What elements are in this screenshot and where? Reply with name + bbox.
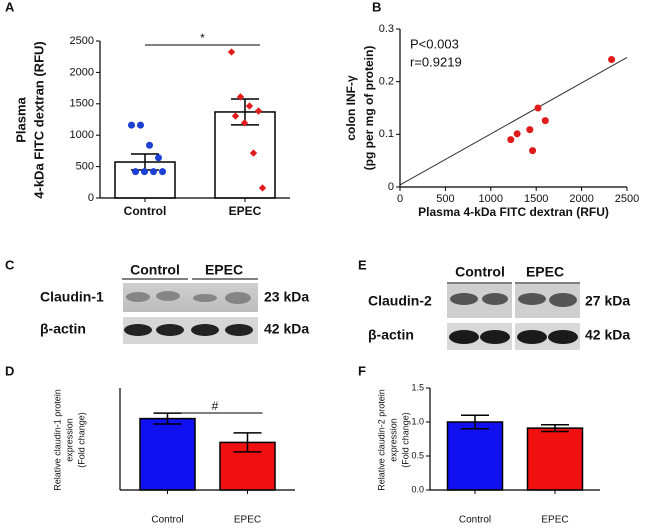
data-point bbox=[141, 168, 148, 176]
y-tick-label: 0.2 bbox=[379, 76, 394, 88]
x-tick-label: Control bbox=[151, 515, 183, 526]
x-tick-label: EPEC bbox=[229, 204, 262, 218]
x-tick-label: 1500 bbox=[524, 193, 548, 205]
data-point bbox=[231, 112, 240, 120]
x-tick-label: EPEC bbox=[234, 515, 261, 526]
data-point bbox=[146, 141, 153, 149]
y-axis-label: Plasma bbox=[13, 96, 28, 142]
y-axis-label: Relative claudin-2 protein bbox=[376, 389, 386, 491]
row-label: Claudin-2 bbox=[368, 293, 432, 309]
y-tick-label: 0.5 bbox=[411, 450, 424, 460]
data-point bbox=[245, 102, 254, 110]
y-tick-label: 0 bbox=[388, 181, 394, 193]
bands bbox=[449, 330, 578, 344]
y-tick-label: 1.0 bbox=[411, 416, 424, 426]
data-point bbox=[254, 107, 263, 115]
annotation: P<0.003 bbox=[410, 36, 459, 51]
panel-label: A bbox=[5, 0, 15, 14]
group-label: Control bbox=[455, 264, 505, 280]
y-axis-label: (pg per mg of protein) bbox=[362, 46, 376, 171]
data-point bbox=[159, 168, 166, 176]
row-label: β-actin bbox=[368, 327, 414, 343]
blot-c bbox=[122, 278, 258, 344]
x-tick-label: Control bbox=[124, 204, 167, 218]
band-size: 42 kDa bbox=[585, 327, 630, 343]
bands bbox=[124, 324, 253, 336]
blot-e bbox=[447, 282, 580, 350]
bar bbox=[446, 421, 504, 491]
data-point bbox=[608, 56, 616, 64]
panel-label: B bbox=[372, 0, 381, 14]
x-axis-label: Plasma 4-kDa FITC dextran (RFU) bbox=[418, 205, 609, 219]
y-tick-label: 0.0 bbox=[411, 484, 424, 494]
fit-line bbox=[399, 57, 628, 186]
group-label: EPEC bbox=[205, 262, 243, 278]
x-tick-label: EPEC bbox=[541, 515, 568, 526]
annotation: * bbox=[200, 31, 205, 45]
data-point bbox=[526, 126, 534, 134]
data-point bbox=[155, 154, 162, 162]
row-label: Claudin-1 bbox=[40, 289, 104, 305]
data-point bbox=[534, 104, 542, 112]
y-axis-label: 4-kDa FITC dextran (RFU) bbox=[31, 41, 46, 198]
bands bbox=[126, 291, 251, 304]
x-tick-label: 0 bbox=[397, 193, 403, 205]
panel-label: D bbox=[5, 363, 14, 378]
annotation: # bbox=[212, 399, 219, 413]
data-point bbox=[541, 117, 549, 125]
x-tick-label: 500 bbox=[436, 193, 454, 205]
error-bar bbox=[541, 423, 569, 433]
y-axis-label: colon INF-γ bbox=[344, 75, 358, 141]
group-label: Control bbox=[130, 262, 180, 278]
row-label: β-actin bbox=[40, 321, 86, 337]
x-tick-label: 2500 bbox=[615, 193, 639, 205]
panel-label: C bbox=[5, 257, 15, 272]
x-tick-label: Control bbox=[459, 515, 491, 526]
data-point bbox=[513, 130, 521, 138]
band-size: 42 kDa bbox=[264, 321, 309, 337]
data-point bbox=[150, 168, 157, 176]
data-point bbox=[249, 149, 258, 157]
data-point bbox=[227, 48, 236, 56]
y-tick-label: 1.5 bbox=[411, 382, 424, 392]
annotation: r=0.9219 bbox=[410, 54, 462, 69]
y-axis-label: expression bbox=[64, 418, 74, 462]
y-tick-label: 2000 bbox=[70, 66, 94, 78]
y-tick-label: 2500 bbox=[70, 35, 94, 47]
bar bbox=[214, 111, 276, 199]
bar bbox=[526, 427, 584, 491]
y-axis-label: Relative claudin-1 protein bbox=[52, 389, 62, 491]
band-size: 27 kDa bbox=[585, 293, 630, 309]
y-tick-label: 1000 bbox=[70, 129, 94, 141]
data-point bbox=[236, 93, 245, 101]
data-point bbox=[137, 121, 144, 129]
bar bbox=[139, 417, 196, 491]
error-bar bbox=[233, 432, 262, 453]
bands bbox=[450, 293, 577, 307]
x-tick-label: 1000 bbox=[479, 193, 503, 205]
data-point bbox=[529, 147, 537, 155]
band-size: 23 kDa bbox=[264, 289, 309, 305]
error-bar bbox=[461, 414, 489, 430]
y-tick-label: 0 bbox=[88, 192, 94, 204]
y-tick-label: 0.3 bbox=[379, 23, 394, 35]
y-axis-label: expression bbox=[388, 418, 398, 462]
y-axis-label: (Fold change) bbox=[76, 412, 86, 468]
y-axis-label: (Fold change) bbox=[400, 412, 410, 468]
data-point bbox=[132, 168, 139, 176]
data-point bbox=[507, 136, 515, 144]
group-label: EPEC bbox=[526, 264, 564, 280]
x-tick-label: 2000 bbox=[569, 193, 593, 205]
y-tick-label: 0.1 bbox=[379, 128, 394, 140]
y-tick-label: 500 bbox=[76, 161, 94, 173]
panel-label: F bbox=[358, 363, 366, 378]
panel-label: E bbox=[358, 257, 367, 272]
y-tick-label: 1500 bbox=[70, 98, 94, 110]
data-point bbox=[240, 119, 249, 127]
data-point bbox=[128, 121, 135, 129]
